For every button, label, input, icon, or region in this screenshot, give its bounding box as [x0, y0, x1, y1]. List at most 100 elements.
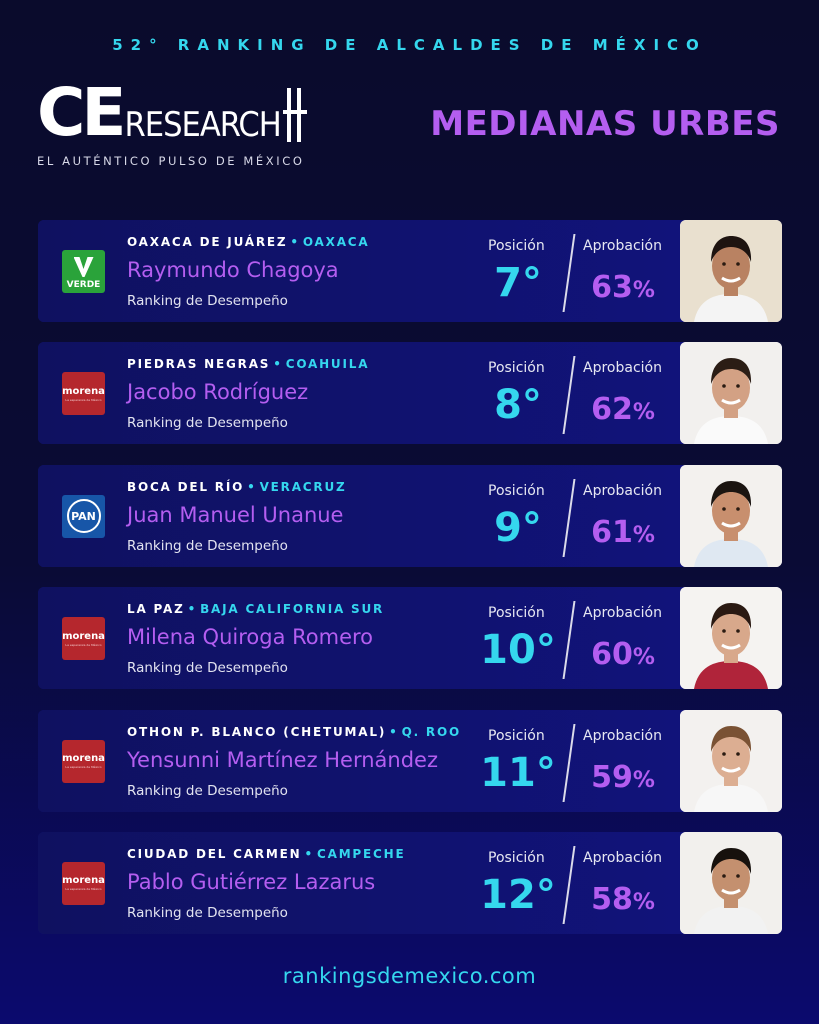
position-label: Posición [488, 360, 545, 377]
state: OAXACA [302, 235, 370, 249]
mayor-photo [680, 342, 782, 445]
approval-label: Aprobación [583, 605, 662, 622]
portrait-icon [680, 831, 782, 934]
mayor-card: morena La esperanza de México CIUDAD DEL… [38, 831, 782, 934]
position-value: 10° [480, 627, 556, 674]
percent-sign: % [632, 400, 655, 426]
approval-number: 58 [591, 881, 633, 917]
section-title: MEDIANAS URBES [430, 104, 780, 144]
approval-number: 59 [591, 759, 633, 795]
city: LA PAZ [127, 602, 185, 617]
portrait-icon [680, 709, 782, 812]
location: CIUDAD DEL CARMEN • CAMPECHE [127, 847, 405, 861]
separator-dot-icon: • [389, 724, 399, 739]
logo-research-text: RESEARCH [124, 105, 282, 145]
approval-number: 61 [591, 514, 633, 550]
position-value: 12° [480, 871, 556, 918]
verde-check-icon [69, 257, 99, 279]
party-name: morena [62, 753, 105, 765]
separator-dot-icon: • [290, 235, 300, 249]
party-slogan: La esperanza de México [65, 765, 102, 770]
location: OTHON P. BLANCO (CHETUMAL) • Q. ROO [127, 725, 461, 739]
approval-number: 60 [591, 637, 633, 673]
portrait-icon [680, 220, 782, 322]
approval-value: 61% [578, 515, 668, 550]
mayor-name: Milena Quiroga Romero [127, 625, 374, 650]
approval-value: 63% [578, 270, 668, 305]
state: Q. ROO [401, 724, 461, 739]
ranking-label: Ranking de Desempeño [127, 660, 288, 677]
mayor-photo [680, 464, 782, 567]
position-value: 7° [494, 260, 542, 306]
separator-dot-icon: • [247, 479, 257, 494]
mayor-photo [680, 220, 782, 322]
ranking-label: Ranking de Desempeño [127, 782, 288, 799]
position-label: Posición [488, 727, 545, 744]
party-name: VERDE [66, 280, 101, 290]
ranking-label: Ranking de Desempeño [127, 904, 288, 921]
mayor-card: morena La esperanza de México OTHON P. B… [38, 709, 782, 812]
position-label: Posición [488, 238, 545, 254]
separator-dot-icon: • [187, 602, 198, 617]
approval-value: 58% [578, 882, 668, 917]
party-logo-morena: morena La esperanza de México [62, 739, 105, 783]
approval-label: Aprobación [583, 482, 662, 499]
separator-dot-icon: • [273, 357, 283, 372]
tagline: EL AUTÉNTICO PULSO DE MÉXICO [37, 154, 305, 168]
percent-sign: % [632, 889, 655, 915]
party-name: morena [62, 875, 105, 887]
approval-label: Aprobación [583, 238, 662, 254]
portrait-icon [680, 587, 782, 690]
approval-number: 62 [591, 392, 633, 428]
ce-research-logo: CE RESEARCH [37, 74, 307, 151]
party-slogan: La esperanza de México [65, 642, 102, 647]
mayor-photo [680, 587, 782, 690]
party-name: morena [62, 385, 105, 397]
party-name: PAN [66, 499, 101, 534]
ranking-label: Ranking de Desempeño [127, 293, 288, 309]
position-value: 9° [494, 504, 542, 551]
mayor-card: morena La esperanza de México LA PAZ • BAJ… [38, 587, 782, 690]
party-logo-morena: morena La esperanza de México [62, 861, 105, 905]
position-label: Posición [488, 849, 545, 866]
location: PIEDRAS NEGRAS • COAHUILA [127, 357, 369, 371]
city: OTHON P. BLANCO (CHETUMAL) [127, 724, 387, 739]
party-slogan: La esperanza de México [65, 887, 102, 892]
party-logo-verde: VERDE [62, 250, 105, 293]
mayor-card: PAN BOCA DEL RÍO • VERACRUZ Juan Manuel Un… [38, 464, 782, 567]
state: BAJA CALIFORNIA SUR [200, 602, 385, 617]
party-logo-morena: morena La esperanza de México [62, 617, 105, 661]
percent-sign: % [632, 522, 655, 548]
percent-sign: % [632, 645, 655, 671]
mayor-photo [680, 831, 782, 934]
report-title: 52° RANKING DE ALCALDES DE MÉXICO [112, 36, 707, 54]
percent-sign: % [632, 767, 655, 793]
city: PIEDRAS NEGRAS [127, 357, 271, 372]
mayor-card: morena La esperanza de México PIEDRAS NE… [38, 342, 782, 445]
logo-ce-text: CE [37, 74, 127, 151]
approval-value: 60% [578, 637, 668, 672]
approval-value: 62% [578, 392, 668, 427]
party-logo-morena: morena La esperanza de México [62, 372, 105, 416]
mayor-name: Jacobo Rodríguez [127, 380, 309, 405]
position-label: Posición [488, 482, 545, 499]
mayor-name: Raymundo Chagoya [127, 258, 339, 282]
mayor-name: Yensunni Martínez Hernández [127, 747, 439, 772]
party-name: morena [62, 630, 105, 642]
logo-hash-icon [282, 88, 307, 142]
portrait-icon [680, 342, 782, 445]
approval-label: Aprobación [583, 849, 662, 866]
percent-sign: % [632, 278, 655, 303]
party-slogan: La esperanza de México [65, 397, 102, 402]
mayor-card: VERDE OAXACA DE JUÁREZ • OAXACA Raymundo C… [38, 220, 782, 322]
ranking-label: Ranking de Desempeño [127, 537, 288, 554]
city: OAXACA DE JUÁREZ [127, 235, 288, 249]
website-link[interactable]: rankingsdemexico.com [282, 964, 537, 988]
ranking-label: Ranking de Desempeño [127, 415, 288, 432]
approval-number: 63 [591, 270, 633, 305]
separator-dot-icon: • [304, 846, 314, 861]
position-value: 8° [494, 382, 542, 429]
party-logo-pan: PAN [62, 494, 105, 538]
approval-label: Aprobación [583, 360, 662, 377]
location: OAXACA DE JUÁREZ • OAXACA [127, 235, 369, 249]
